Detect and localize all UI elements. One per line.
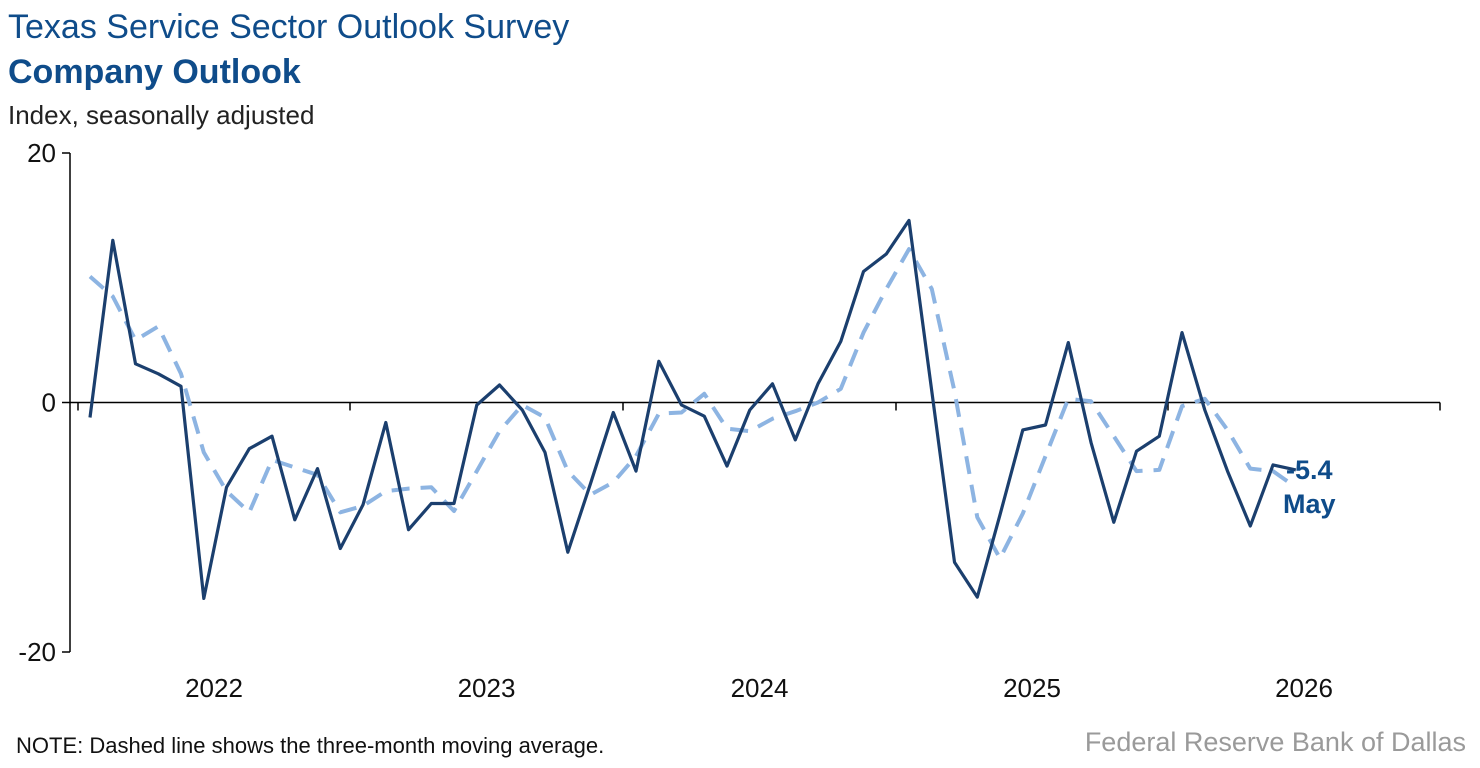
x-tick-label: 2023 bbox=[458, 673, 516, 703]
footnote: NOTE: Dashed line shows the three-month … bbox=[16, 733, 605, 758]
chart-axes: 20 0 -20 2022 2023 2024 2025 2026 bbox=[18, 138, 1441, 703]
x-tick-label: 2024 bbox=[731, 673, 789, 703]
index-line bbox=[88, 218, 1297, 601]
chart-title: Texas Service Sector Outlook Survey bbox=[8, 8, 570, 46]
y-tick-label: -20 bbox=[18, 637, 56, 667]
chart-subtitle: Company Outlook bbox=[8, 53, 301, 91]
x-tick-label: 2025 bbox=[1003, 673, 1061, 703]
x-tick-label: 2026 bbox=[1275, 673, 1333, 703]
x-tick-label: 2022 bbox=[185, 673, 243, 703]
y-tick-label: 20 bbox=[27, 138, 56, 168]
latest-value-label: -5.4 bbox=[1286, 455, 1333, 485]
source-credit: Federal Reserve Bank of Dallas bbox=[1084, 727, 1466, 757]
y-tick-label: 0 bbox=[42, 388, 56, 418]
moving-average-line bbox=[88, 247, 1297, 561]
chart-end-labels: -5.4 May bbox=[1283, 455, 1336, 519]
latest-month-label: May bbox=[1283, 489, 1336, 519]
chart-series bbox=[88, 218, 1297, 601]
y-axis-units-label: Index, seasonally adjusted bbox=[8, 100, 315, 130]
